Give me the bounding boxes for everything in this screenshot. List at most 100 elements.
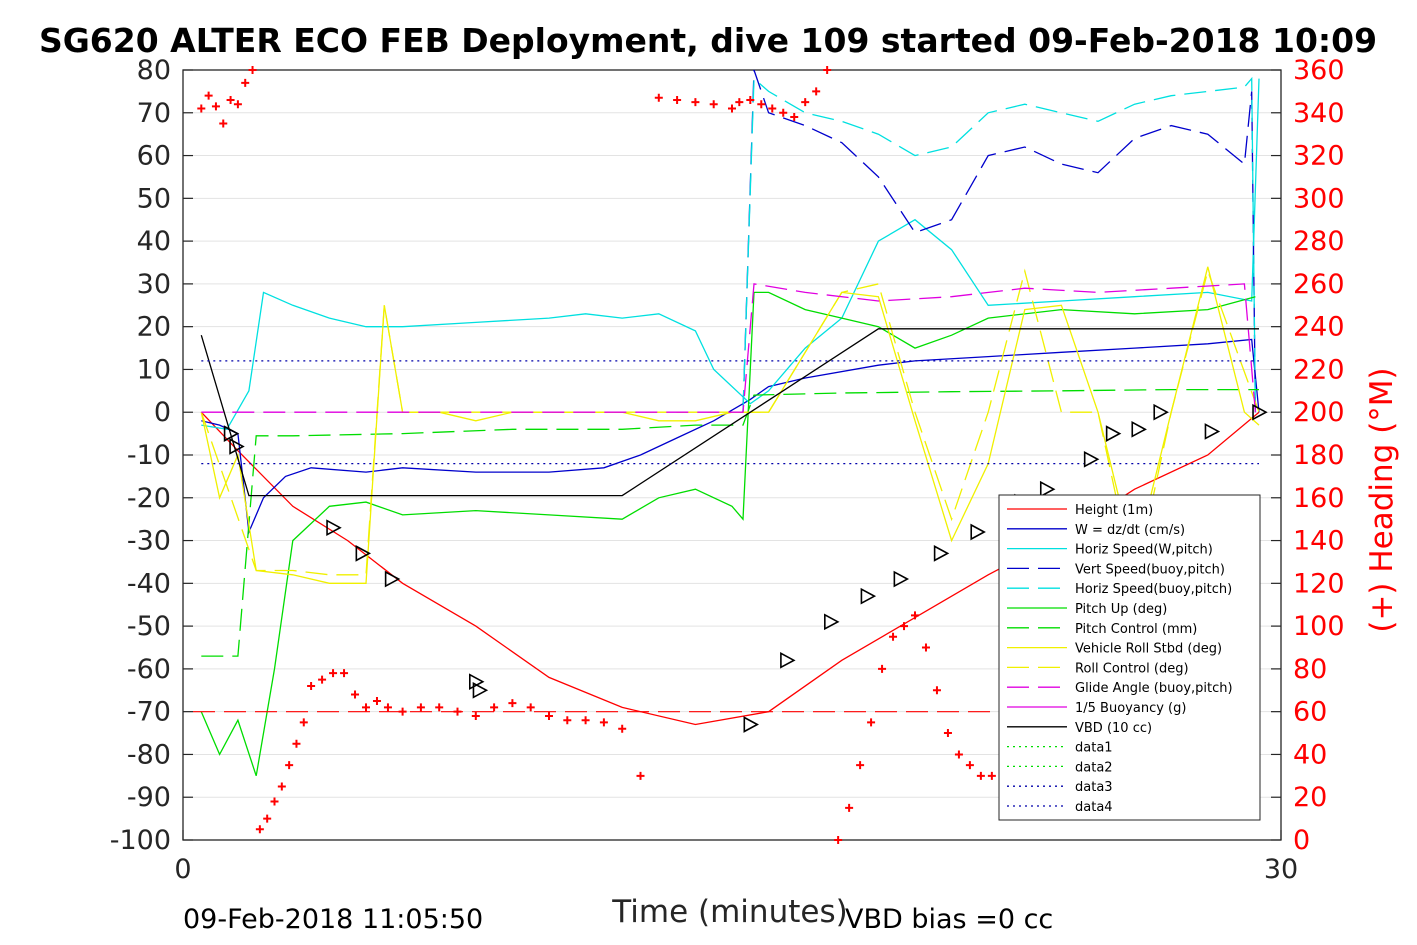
dive-marker <box>1039 480 1056 498</box>
y-tick-label: 80 <box>137 55 171 86</box>
y-right-tick-label: 300 <box>1293 183 1345 214</box>
heading-point <box>211 102 220 111</box>
legend-label: Pitch Control (mm) <box>1075 622 1197 637</box>
heading-point <box>823 66 832 74</box>
heading-point <box>329 669 338 678</box>
heading-point <box>299 718 308 727</box>
y-right-tick-label: 340 <box>1293 98 1345 129</box>
heading-point <box>416 703 425 712</box>
heading-point <box>453 707 462 716</box>
heading-point <box>241 78 250 87</box>
y-axis-left: 80 70 60 50 40 30 20 10 0 -10 -20 -30 -40 -50 -60 -70 -8… <box>110 55 193 856</box>
y-tick-label: 50 <box>137 183 171 214</box>
heading-point <box>255 825 264 834</box>
y-tick-label: -10 <box>127 440 171 471</box>
heading-point <box>768 104 777 113</box>
series-line-5 <box>200 291 1256 777</box>
y-tick-label: -90 <box>127 782 171 813</box>
y-tick-label: -40 <box>127 568 171 599</box>
dive-marker <box>970 523 986 541</box>
heading-point <box>900 622 909 631</box>
heading-point <box>636 771 645 780</box>
legend-label: Vert Speed(buoy,pitch) <box>1075 562 1225 577</box>
heading-point <box>318 675 327 684</box>
dive-marker <box>223 425 240 442</box>
legend-label: data2 <box>1075 760 1113 775</box>
y-right-tick-label: 140 <box>1293 526 1345 557</box>
heading-point <box>987 771 996 780</box>
dive-marker <box>1105 425 1122 442</box>
heading-point <box>728 104 736 113</box>
y-tick-label: -20 <box>127 483 171 514</box>
heading-point <box>307 682 316 690</box>
dive-marker <box>893 570 910 588</box>
heading-point <box>526 703 535 712</box>
heading-point <box>398 707 407 716</box>
dive-marker <box>743 716 759 733</box>
heading-point <box>889 632 898 641</box>
y-right-tick-label: 180 <box>1293 440 1345 471</box>
heading-point <box>197 104 206 113</box>
legend-label: VBD (10 cc) <box>1075 721 1152 736</box>
y-right-tick-label: 80 <box>1293 654 1327 685</box>
dive-marker <box>355 545 372 562</box>
x-axis-label: Time (minutes) <box>611 894 847 930</box>
y-axis-right: 3603403203002802602402202001801601401201… <box>1271 55 1345 856</box>
y-right-tick-label: 220 <box>1293 354 1345 385</box>
y-tick-label: 10 <box>137 354 171 385</box>
legend-label: Horiz Speed(W,pitch) <box>1075 543 1213 558</box>
dive-marker <box>933 545 950 562</box>
heading-point <box>746 95 755 104</box>
legend-label: W = dz/dt (cm/s) <box>1075 523 1185 538</box>
y-right-tick-label: 0 <box>1293 825 1310 856</box>
y-tick-label: 60 <box>137 141 171 172</box>
heading-point <box>372 696 381 705</box>
legend-label: Pitch Up (deg) <box>1075 602 1167 617</box>
heading-point <box>351 690 360 699</box>
y-right-tick-label: 120 <box>1293 568 1345 599</box>
y-right-tick-label: 20 <box>1293 782 1327 813</box>
heading-point <box>263 814 272 823</box>
footer-timestamp: 09-Feb-2018 11:05:50 <box>183 904 483 935</box>
series-line-8 <box>200 268 1260 584</box>
heading-point <box>270 797 279 806</box>
x-tick-label: 0 <box>174 854 191 885</box>
heading-point <box>471 711 480 720</box>
dive-marker <box>860 587 877 605</box>
heading-point <box>233 100 242 109</box>
legend-label: Glide Angle (buoy,pitch) <box>1075 681 1233 696</box>
heading-point <box>204 91 213 100</box>
heading-point <box>757 100 766 109</box>
dive-marker <box>780 651 796 669</box>
y-tick-label: 30 <box>137 269 171 300</box>
y-tick-label: 20 <box>137 312 171 343</box>
series-line-1 <box>201 338 1260 535</box>
x-axis: 0 30 <box>174 830 1298 885</box>
y-right-tick-label: 240 <box>1293 312 1345 343</box>
heading-point <box>856 761 865 770</box>
y-tick-label: 0 <box>154 397 171 428</box>
series-line-6 <box>201 388 1259 657</box>
heading-point <box>248 66 257 74</box>
heading-point <box>508 699 517 708</box>
dive-marker <box>326 519 342 537</box>
series-line-7 <box>200 266 1260 584</box>
heading-point <box>932 686 941 695</box>
series-line-4 <box>742 76 1257 413</box>
y-axis-right-label: (+) Heading (°M) <box>1364 367 1400 632</box>
heading-point <box>691 98 700 107</box>
heading-point <box>867 718 876 727</box>
heading-point <box>845 803 854 812</box>
y-tick-label: -70 <box>127 697 171 728</box>
x-tick-label: 30 <box>1264 854 1298 885</box>
legend-label: 1/5 Buoyancy (g) <box>1075 701 1186 716</box>
heading-point <box>878 664 887 673</box>
heading-point <box>340 669 349 678</box>
y-tick-label: 70 <box>137 98 171 129</box>
y-right-tick-label: 280 <box>1293 226 1345 257</box>
y-tick-label: -80 <box>127 739 171 770</box>
series-line-2 <box>201 78 1260 431</box>
heading-point <box>490 703 499 712</box>
y-tick-label: 40 <box>137 226 171 257</box>
